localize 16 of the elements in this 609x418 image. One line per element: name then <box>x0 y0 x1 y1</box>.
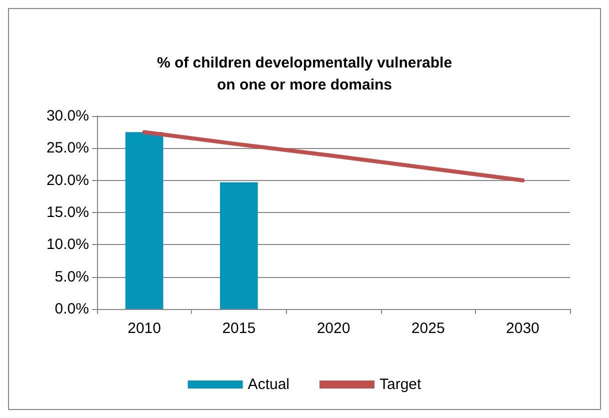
x-tick-label: 2030 <box>506 320 540 337</box>
y-tick-label: 20.0% <box>46 172 89 189</box>
y-tick-label: 0.0% <box>54 300 89 318</box>
y-tick-label: 15.0% <box>46 204 89 221</box>
x-tick-label: 2015 <box>222 320 256 337</box>
y-tick-label: 10.0% <box>46 236 89 254</box>
y-tick-label: 30.0% <box>46 108 89 124</box>
y-tick-label: 25.0% <box>46 140 89 157</box>
x-tick-label: 2020 <box>316 320 350 337</box>
x-tick-label: 2025 <box>411 320 445 337</box>
legend-label: Target <box>380 376 422 393</box>
line-series <box>142 130 525 182</box>
legend-label: Actual <box>248 376 290 393</box>
x-tick-label: 2010 <box>128 320 161 337</box>
y-tick-label: 5.0% <box>54 268 89 286</box>
chart-title: % of children developmentally vulnerable on one or more domains <box>156 54 452 94</box>
